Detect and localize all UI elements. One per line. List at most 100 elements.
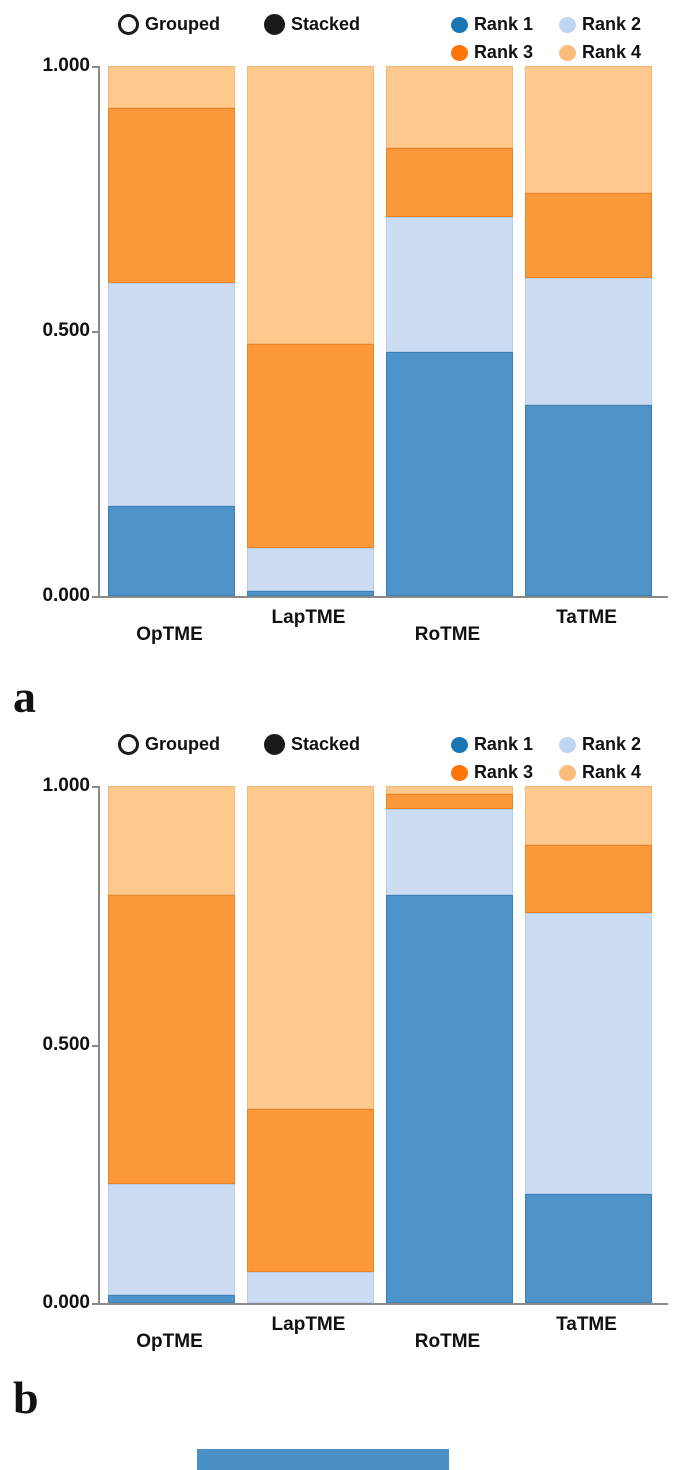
segment-rank1-tatme[interactable] <box>525 1194 652 1303</box>
segment-rank2-rotme[interactable] <box>386 809 513 895</box>
y-tick-mark <box>92 331 98 333</box>
rank1-dot-icon <box>450 16 468 33</box>
y-tick-mark <box>92 1044 98 1047</box>
segment-rank1-laptme[interactable] <box>247 590 374 596</box>
segment-rank4-rotme[interactable] <box>386 786 513 794</box>
mode-option-stacked[interactable]: Stacked <box>264 14 360 35</box>
y-tick-mark <box>92 1303 98 1305</box>
y-tick-mark <box>92 596 98 598</box>
radio-unselected-icon[interactable] <box>118 14 139 35</box>
segment-rank3-rotme[interactable] <box>386 148 513 218</box>
segment-rank4-tatme[interactable] <box>525 786 652 846</box>
segment-rank2-optme[interactable] <box>108 1184 235 1296</box>
stacked-bar-rotme[interactable] <box>386 66 513 596</box>
stacked-bar-optme[interactable] <box>108 66 235 596</box>
stacked-bar-tatme[interactable] <box>525 786 652 1303</box>
rank-label: Rank 3 <box>473 42 533 62</box>
rank3-dot-icon <box>450 44 468 61</box>
segment-rank1-optme[interactable] <box>108 505 235 596</box>
y-tick-label: 1.000 <box>42 55 90 76</box>
segment-rank2-tatme[interactable] <box>525 278 652 406</box>
segment-rank4-optme[interactable] <box>108 66 235 109</box>
x-label-tatme: TaTME <box>556 607 617 628</box>
x-label-rotme: RoTME <box>414 1331 481 1352</box>
segment-rank3-tatme[interactable] <box>525 845 652 913</box>
segment-rank3-laptme[interactable] <box>247 1109 374 1272</box>
rank-label: Rank 4 <box>581 42 641 62</box>
x-label-laptme: LapTME <box>271 607 346 628</box>
stacked-bar-laptme[interactable] <box>247 786 374 1303</box>
y-tick-label: 0.500 <box>42 1033 90 1055</box>
panel-label-a: a <box>13 671 36 722</box>
rank-label: Rank 2 <box>581 734 641 754</box>
stacked-bar-tatme[interactable] <box>525 66 652 596</box>
panel-label-b: b <box>13 1372 39 1423</box>
x-label-tatme: TaTME <box>556 1314 617 1335</box>
stacked-bar-rotme[interactable] <box>386 786 513 1303</box>
rank1-dot-icon <box>450 736 468 753</box>
stacked-bar-optme[interactable] <box>108 786 235 1303</box>
mode-option-label: Stacked <box>291 734 361 754</box>
rank-legend: Rank 1 Rank 2 Rank 3 Rank 4 <box>450 734 641 783</box>
segment-rank2-laptme[interactable] <box>247 548 374 591</box>
rank2-dot-icon <box>558 736 576 753</box>
chart-b-x-axis-labels: OpTME LapTME RoTME TaTME <box>98 1305 685 1355</box>
radio-selected-icon[interactable] <box>264 14 285 35</box>
segment-rank4-tatme[interactable] <box>525 66 652 194</box>
chart-a-plot-area: 1.000 0.500 0.000 <box>42 55 668 606</box>
segment-rank2-tatme[interactable] <box>525 912 652 1195</box>
rank2-dot-icon <box>558 16 576 33</box>
segment-rank1-rotme[interactable] <box>386 894 513 1303</box>
radio-selected-icon[interactable] <box>264 734 285 755</box>
x-label-optme: OpTME <box>136 624 203 645</box>
stacked-bar-laptme[interactable] <box>247 66 374 596</box>
cropped-next-panel-bar <box>197 1449 449 1470</box>
legend-item-rank2: Rank 2 <box>558 734 641 755</box>
figure-b: Grouped Stacked Rank 1 Rank 2 Rank 3 <box>0 720 685 1421</box>
legend-item-rank2: Rank 2 <box>558 14 641 35</box>
segment-rank4-rotme[interactable] <box>386 66 513 149</box>
x-label-laptme: LapTME <box>271 1314 346 1335</box>
mode-option-stacked[interactable]: Stacked <box>264 734 360 755</box>
rank-label: Rank 4 <box>581 762 641 782</box>
segment-rank2-optme[interactable] <box>108 283 235 506</box>
segment-rank4-optme[interactable] <box>108 786 235 895</box>
figure-b-legend: Grouped Stacked Rank 1 Rank 2 Rank 3 <box>0 720 685 782</box>
mode-option-label: Grouped <box>145 734 220 754</box>
legend-item-rank3: Rank 3 <box>450 762 533 783</box>
segment-rank1-tatme[interactable] <box>525 405 652 596</box>
y-tick-label: 1.000 <box>42 775 90 796</box>
rank4-dot-icon <box>558 764 576 781</box>
segment-rank3-optme[interactable] <box>108 108 235 284</box>
segment-rank1-rotme[interactable] <box>386 352 513 596</box>
rank-label: Rank 1 <box>473 14 533 34</box>
y-tick-mark <box>92 786 98 788</box>
chart-a-x-axis-labels: OpTME LapTME RoTME TaTME <box>98 598 685 648</box>
segment-rank4-laptme[interactable] <box>247 66 374 345</box>
radio-unselected-icon[interactable] <box>118 734 139 755</box>
legend-item-rank1: Rank 1 <box>450 14 533 35</box>
mode-toggle-group: Grouped Stacked <box>118 734 360 755</box>
rank-label: Rank 1 <box>473 734 533 754</box>
segment-rank4-laptme[interactable] <box>247 786 374 1110</box>
rank-label: Rank 2 <box>581 14 641 34</box>
rank3-dot-icon <box>450 764 468 781</box>
legend-item-rank1: Rank 1 <box>450 734 533 755</box>
y-tick-label: 0.000 <box>42 585 90 606</box>
segment-rank2-rotme[interactable] <box>386 217 513 353</box>
segment-rank2-laptme[interactable] <box>247 1271 374 1303</box>
x-label-rotme: RoTME <box>414 624 481 645</box>
mode-option-grouped[interactable]: Grouped <box>118 14 220 35</box>
segment-rank3-optme[interactable] <box>108 894 235 1185</box>
figure-a-legend: Grouped Stacked Rank 1 Rank 2 Rank 3 <box>0 0 685 62</box>
segment-rank1-optme[interactable] <box>108 1295 235 1303</box>
chart-b-plot-area: 1.000 0.500 0.000 <box>42 775 668 1313</box>
mode-toggle-group: Grouped Stacked <box>118 14 360 35</box>
legend-item-rank3: Rank 3 <box>450 42 533 63</box>
segment-rank3-laptme[interactable] <box>247 344 374 549</box>
segment-rank3-tatme[interactable] <box>525 193 652 279</box>
segment-rank3-rotme[interactable] <box>386 793 513 810</box>
legend-item-rank4: Rank 4 <box>558 762 641 783</box>
rank-legend: Rank 1 Rank 2 Rank 3 Rank 4 <box>450 14 641 63</box>
mode-option-grouped[interactable]: Grouped <box>118 734 220 755</box>
